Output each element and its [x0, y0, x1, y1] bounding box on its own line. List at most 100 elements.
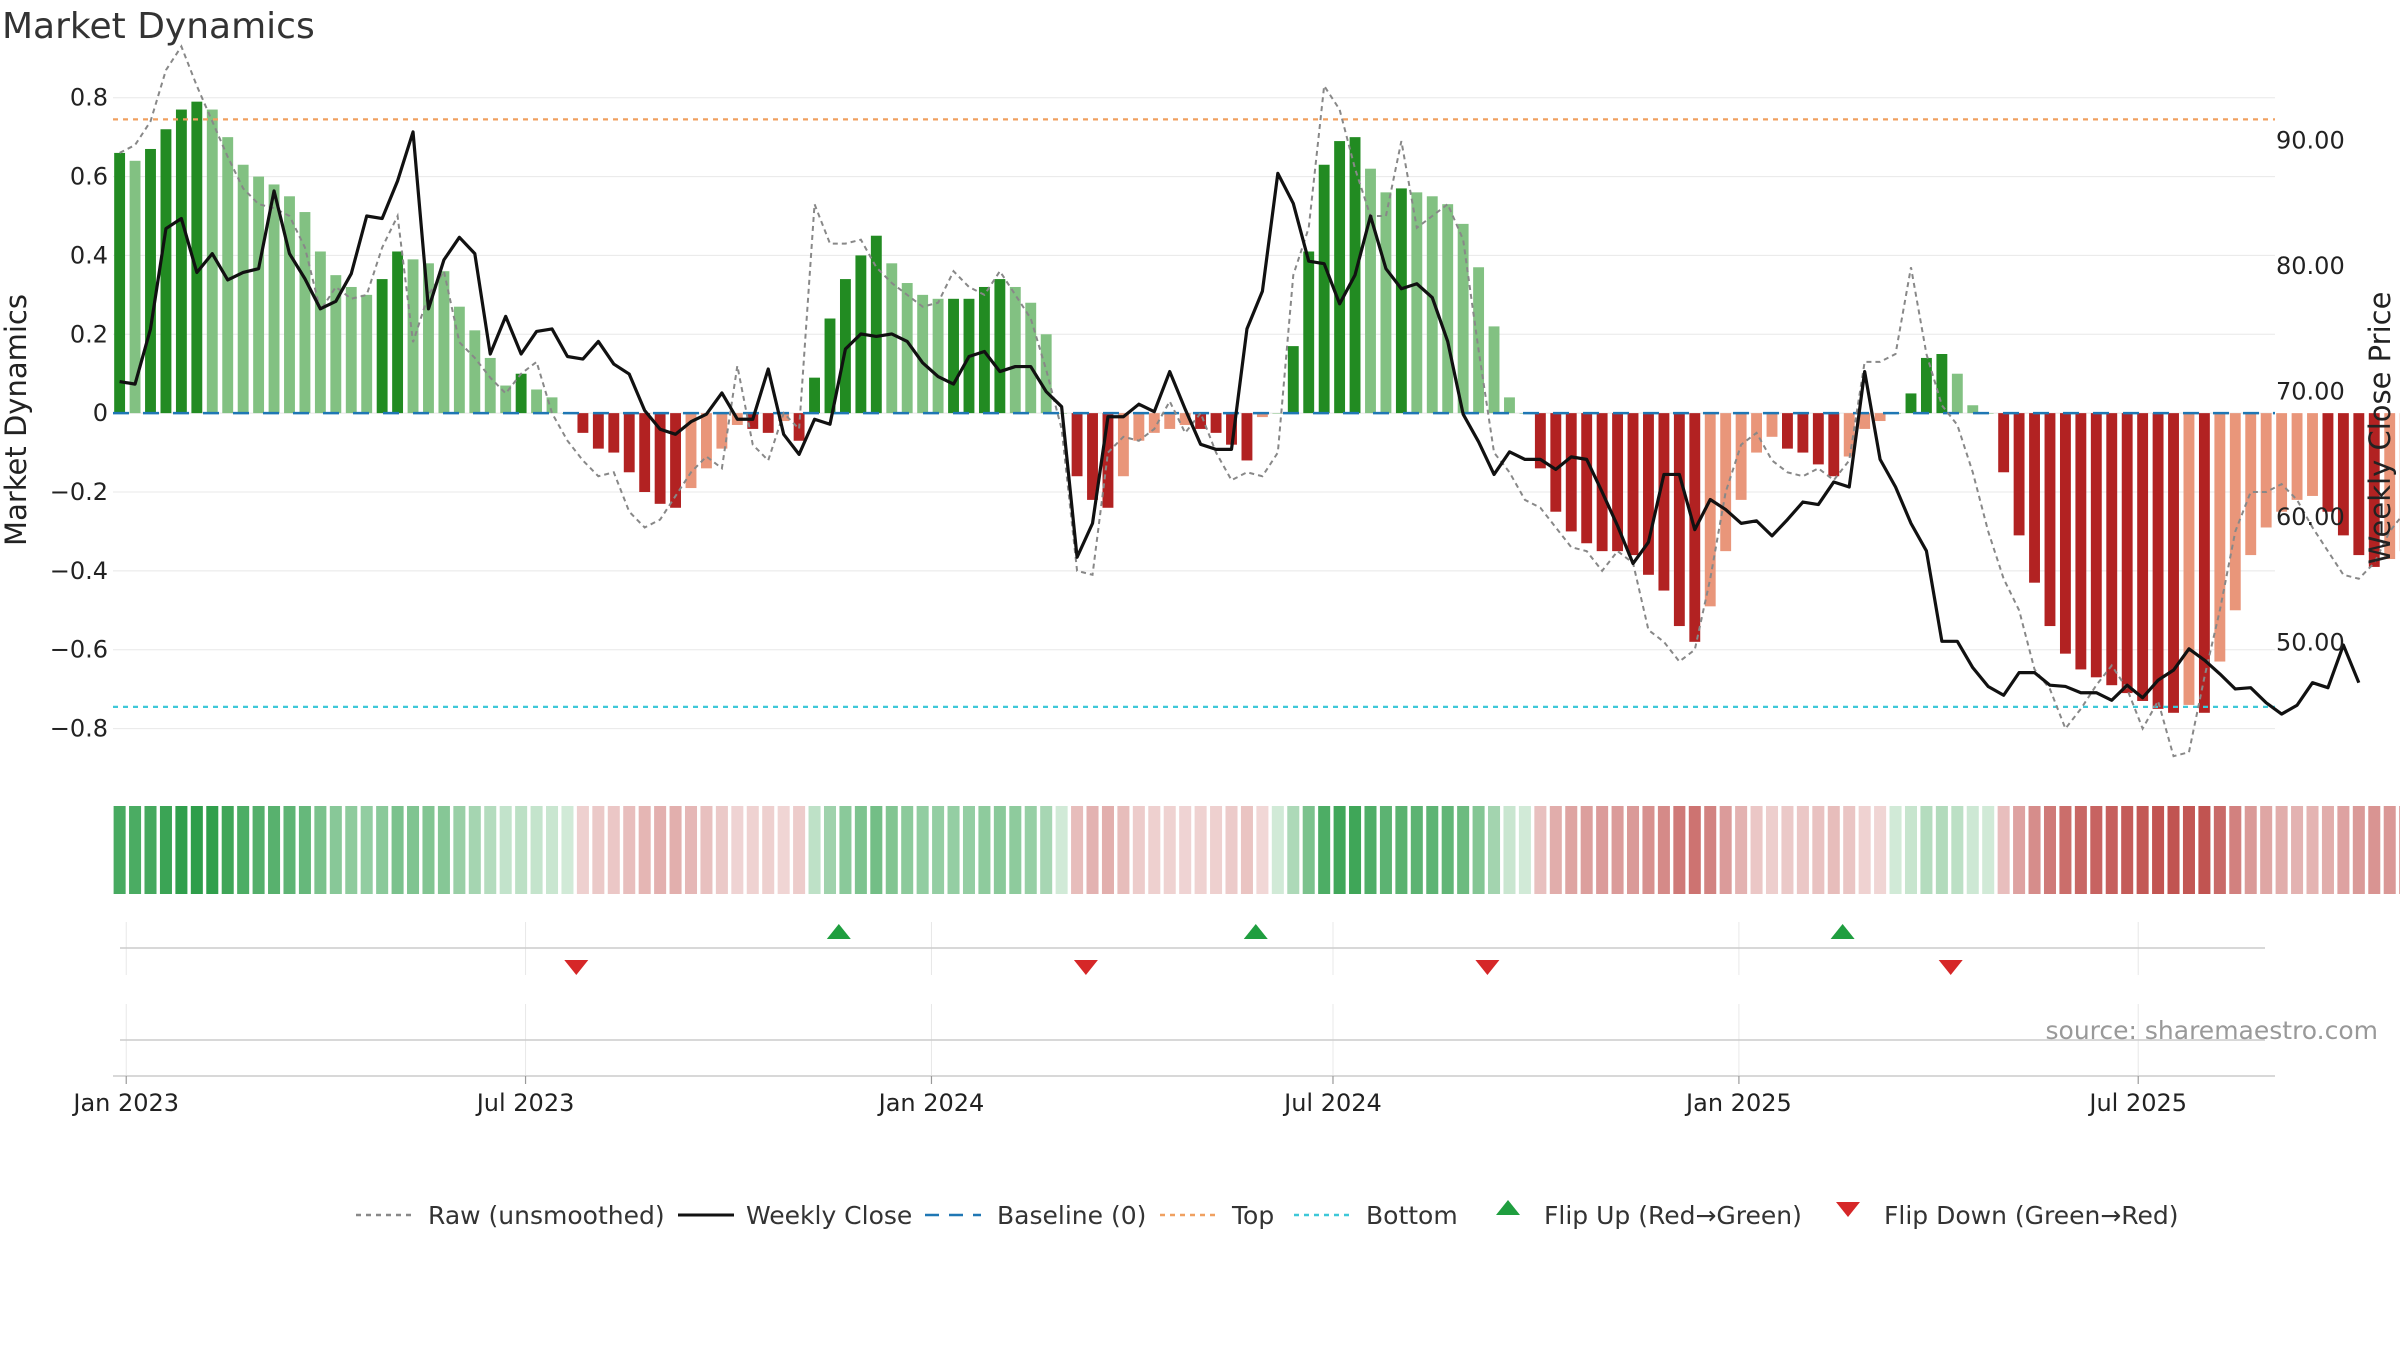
- left-tick-label: −0.4: [50, 557, 108, 585]
- regime-strip-cell: [1349, 806, 1362, 894]
- left-tick-label: 0.2: [70, 320, 108, 348]
- regime-strip-cell: [345, 806, 358, 894]
- market-dynamics-bar: [1951, 373, 1963, 414]
- legend-label: Weekly Close: [746, 1201, 912, 1230]
- regime-strip-cell: [1163, 806, 1176, 894]
- market-dynamics-bar: [129, 160, 141, 414]
- regime-strip-cell: [962, 806, 975, 894]
- left-axis-title: Market Dynamics: [0, 294, 33, 546]
- regime-strip-cell: [1596, 806, 1609, 894]
- regime-strip-cell: [1565, 806, 1578, 894]
- flip-down-marker: [564, 960, 589, 975]
- regime-strip-cell: [252, 806, 265, 894]
- market-dynamics-bar: [2260, 413, 2272, 528]
- market-dynamics-bar: [345, 286, 357, 414]
- regime-strip-cell: [1503, 806, 1516, 894]
- regime-strip-cell: [2198, 806, 2211, 894]
- market-dynamics-bar: [1704, 413, 1716, 607]
- market-dynamics-bar: [222, 137, 234, 414]
- regime-strip-cell: [1935, 806, 1948, 894]
- market-dynamics-bar: [778, 413, 790, 422]
- regime-strip-cell: [2244, 806, 2257, 894]
- left-tick-label: −0.8: [50, 715, 108, 743]
- market-dynamics-bar: [1812, 413, 1824, 465]
- market-dynamics-bar: [2198, 413, 2210, 713]
- regime-strip-cell: [2213, 806, 2226, 894]
- market-dynamics-bar: [1117, 413, 1129, 477]
- regime-strip-cell: [1858, 806, 1871, 894]
- regime-strip-cell: [1271, 806, 1284, 894]
- regime-strip-cell: [453, 806, 466, 894]
- regime-strip-cell: [422, 806, 435, 894]
- market-dynamics-bar: [1612, 413, 1624, 552]
- market-dynamics-bar: [824, 318, 836, 414]
- legend-label: Raw (unsmoothed): [428, 1201, 665, 1230]
- market-dynamics-bar: [932, 298, 944, 414]
- regime-strip-cell: [499, 806, 512, 894]
- legend-label: Baseline (0): [997, 1201, 1146, 1230]
- regime-strip-cell: [1843, 806, 1856, 894]
- market-dynamics-bar: [1195, 413, 1207, 429]
- market-dynamics-bar: [1658, 413, 1670, 591]
- regime-strip-cell: [1333, 806, 1346, 894]
- market-dynamics-bar: [592, 413, 604, 449]
- market-dynamics-bar: [253, 176, 265, 414]
- flip-down-marker: [1475, 960, 1500, 975]
- regime-strip-cell: [2105, 806, 2118, 894]
- regime-strip-cell: [1735, 806, 1748, 894]
- regime-strip-cell: [1132, 806, 1145, 894]
- regime-strip-cell: [1781, 806, 1794, 894]
- market-dynamics-bar: [1920, 357, 1932, 414]
- market-dynamics-bar: [2075, 413, 2087, 670]
- regime-strip-cell: [1225, 806, 1238, 894]
- market-dynamics-bar: [1596, 413, 1608, 552]
- market-dynamics-bar: [1164, 413, 1176, 429]
- market-dynamics-bar: [1241, 413, 1253, 461]
- market-dynamics-bar: [762, 413, 774, 433]
- legend-item: Top: [1160, 1201, 1274, 1230]
- market-dynamics-bar: [2337, 413, 2349, 536]
- regime-strip-cell: [1101, 806, 1114, 894]
- market-dynamics-bar: [2214, 413, 2226, 662]
- regime-strip-cell: [1117, 806, 1130, 894]
- regime-strip-cell: [777, 806, 790, 894]
- legend-label: Flip Down (Green→Red): [1884, 1201, 2179, 1230]
- market-dynamics-bar: [1256, 413, 1268, 418]
- market-dynamics-bar: [1087, 413, 1098, 500]
- market-dynamics-bar: [608, 413, 620, 453]
- reference-lines: [113, 118, 2275, 708]
- market-dynamics-bar: [1303, 251, 1315, 414]
- regime-strip-cell: [2182, 806, 2195, 894]
- regime-strip-cell: [2321, 806, 2334, 894]
- legend-item: Baseline (0): [925, 1201, 1146, 1230]
- regime-strip-cell: [607, 806, 620, 894]
- market-dynamics-bar: [623, 413, 635, 473]
- market-dynamics-bar: [2353, 413, 2365, 556]
- market-dynamics-bar: [2013, 413, 2025, 536]
- market-dynamics-bar: [1673, 413, 1685, 627]
- market-dynamics-bar: [1735, 413, 1747, 500]
- raw-unsmoothed-line: [119, 44, 2400, 758]
- market-dynamics-bar: [2291, 413, 2303, 500]
- regime-strip-cell: [1812, 806, 1825, 894]
- regime-strip-cell: [916, 806, 929, 894]
- market-dynamics-bar: [1210, 413, 1222, 433]
- x-tick-label: Jul 2024: [1282, 1089, 1382, 1117]
- regime-strip-cell: [1704, 806, 1717, 894]
- regime-strip-cell: [175, 806, 188, 894]
- regime-strip-cell: [1719, 806, 1732, 894]
- regime-strip-cell: [2090, 806, 2103, 894]
- source-label: source: sharemaestro.com: [2046, 1016, 2379, 1045]
- right-tick-label: 80.00: [2276, 252, 2345, 280]
- regime-strip-cell: [1210, 806, 1223, 894]
- regime-strip-cell: [1518, 806, 1531, 894]
- market-dynamics-bar: [1226, 413, 1237, 445]
- x-axis: Jan 2023 Jul 2023 Jan 2024 Jul 2024 Jan 2025…: [71, 1075, 2275, 1117]
- regime-strip-cell: [561, 806, 574, 894]
- market-dynamics-bar: [1488, 326, 1500, 414]
- regime-strip-cell: [1966, 806, 1979, 894]
- regime-strip-cell: [159, 806, 172, 894]
- flip-markers-panel: [120, 922, 2265, 1075]
- regime-strip-cell: [2306, 806, 2319, 894]
